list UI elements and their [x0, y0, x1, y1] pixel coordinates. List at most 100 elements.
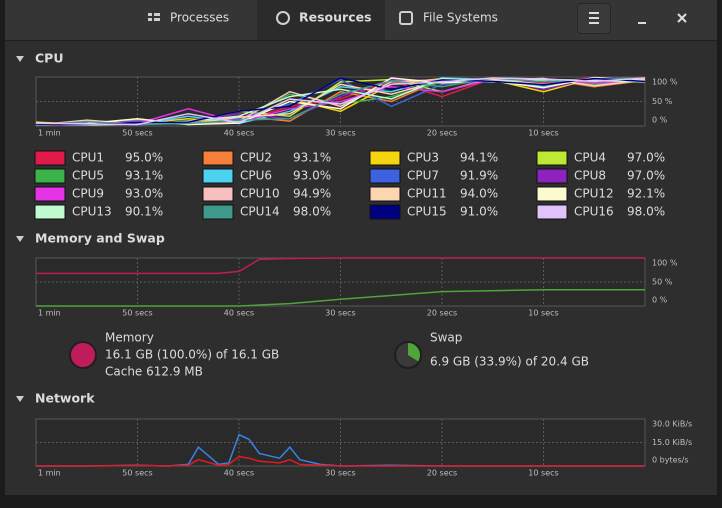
- y-tick-label: 100 %: [652, 78, 678, 87]
- legend-swatch: [202, 168, 234, 184]
- tab-file-systems[interactable]: File Systems: [423, 11, 498, 25]
- x-tick-label: 30 secs: [325, 309, 355, 318]
- legend-swatch: [34, 186, 66, 202]
- section-title: Memory and Swap: [35, 231, 165, 246]
- legend-value: 93.0%: [293, 169, 331, 183]
- legend-value: 94.9%: [293, 187, 331, 201]
- legend-value: 97.0%: [627, 169, 665, 183]
- x-tick-label: 50 secs: [122, 309, 152, 318]
- x-tick-label: 20 secs: [427, 129, 457, 138]
- x-tick-label: 30 secs: [325, 129, 355, 138]
- legend-swatch: [202, 204, 234, 220]
- pie-slice: [408, 343, 421, 362]
- legend-swatch: [202, 186, 234, 202]
- legend-label: CPU12: [574, 187, 614, 201]
- legend-label: CPU3: [407, 151, 439, 165]
- legend-label: CPU1: [72, 151, 104, 165]
- memory-detail: 16.1 GB (100.0%) of 16.1 GB: [105, 348, 279, 362]
- legend-value: 93.1%: [293, 151, 331, 165]
- menu-icon: [589, 12, 599, 24]
- pie-slice: [71, 343, 95, 367]
- legend-swatch: [369, 186, 401, 202]
- legend-swatch: [369, 150, 401, 166]
- expander[interactable]: [16, 236, 24, 242]
- x-tick-label: 10 secs: [528, 469, 558, 478]
- swap-label: Swap: [430, 331, 462, 345]
- legend-value: 97.0%: [627, 151, 665, 165]
- section-title: Network: [35, 391, 95, 406]
- legend-value: 98.0%: [627, 205, 665, 219]
- legend-swatch: [369, 168, 401, 184]
- filesystems-icon: [399, 11, 413, 25]
- legend-swatch: [34, 150, 66, 166]
- processes-icon: [148, 13, 160, 21]
- legend-swatch: [369, 204, 401, 220]
- x-tick-label: 40 secs: [224, 469, 254, 478]
- legend-swatch: [202, 150, 234, 166]
- x-tick-label: 40 secs: [224, 129, 254, 138]
- legend-swatch: [536, 150, 568, 166]
- series-line: [36, 455, 645, 467]
- legend-label: CPU4: [574, 151, 606, 165]
- x-tick-label: 50 secs: [122, 469, 152, 478]
- y-tick-label: 0 %: [652, 296, 668, 305]
- y-tick-label: 15.0 KiB/s: [652, 438, 692, 447]
- memory-label: Memory: [105, 331, 154, 345]
- legend-label: CPU8: [574, 169, 606, 183]
- legend-swatch: [34, 204, 66, 220]
- legend-label: CPU15: [407, 205, 447, 219]
- legend-value: 90.1%: [125, 205, 163, 219]
- series-line: [35, 77, 646, 126]
- x-tick-label: 1 min: [38, 469, 61, 478]
- x-tick-label: 20 secs: [427, 309, 457, 318]
- y-tick-label: 50 %: [652, 278, 673, 287]
- x-tick-label: 10 secs: [528, 309, 558, 318]
- resources-icon: [276, 11, 290, 25]
- legend-label: CPU14: [240, 205, 280, 219]
- legend-label: CPU6: [240, 169, 272, 183]
- legend-value: 92.1%: [627, 187, 665, 201]
- y-tick-label: 50 %: [652, 97, 673, 106]
- legend-swatch: [536, 168, 568, 184]
- section-title: CPU: [35, 51, 64, 66]
- x-tick-label: 1 min: [38, 129, 61, 138]
- close-button[interactable]: [677, 13, 687, 23]
- legend-swatch: [536, 186, 568, 202]
- legend-value: 91.9%: [460, 169, 498, 183]
- legend-value: 94.1%: [460, 151, 498, 165]
- legend-value: 94.0%: [460, 187, 498, 201]
- series-line: [35, 77, 646, 126]
- swap-detail: 6.9 GB (33.9%) of 20.4 GB: [430, 355, 589, 369]
- x-tick-label: 20 secs: [427, 469, 457, 478]
- legend-label: CPU9: [72, 187, 104, 201]
- y-tick-label: 0 %: [652, 116, 668, 125]
- y-tick-label: 100 %: [652, 259, 678, 268]
- legend-label: CPU5: [72, 169, 104, 183]
- expander[interactable]: [16, 56, 24, 62]
- legend-value: 93.1%: [125, 169, 163, 183]
- legend-label: CPU7: [407, 169, 439, 183]
- legend-swatch: [34, 168, 66, 184]
- tab-resources[interactable]: Resources: [299, 10, 372, 25]
- expander[interactable]: [16, 396, 24, 402]
- x-tick-label: 1 min: [38, 309, 61, 318]
- legend-value: 95.0%: [125, 151, 163, 165]
- series-line: [35, 76, 646, 126]
- memory-cache: Cache 612.9 MB: [105, 365, 203, 379]
- series-line: [36, 257, 645, 275]
- x-tick-label: 10 secs: [528, 129, 558, 138]
- legend-value: 98.0%: [293, 205, 331, 219]
- tab-processes[interactable]: Processes: [170, 11, 229, 25]
- legend-label: CPU16: [574, 205, 614, 219]
- x-tick-label: 40 secs: [224, 309, 254, 318]
- x-tick-label: 30 secs: [325, 469, 355, 478]
- y-tick-label: 30.0 KiB/s: [652, 420, 692, 429]
- series-line: [36, 288, 645, 307]
- x-tick-label: 50 secs: [122, 129, 152, 138]
- legend-label: CPU2: [240, 151, 272, 165]
- legend-value: 91.0%: [460, 205, 498, 219]
- y-tick-label: 0 bytes/s: [652, 456, 689, 465]
- legend-label: CPU13: [72, 205, 112, 219]
